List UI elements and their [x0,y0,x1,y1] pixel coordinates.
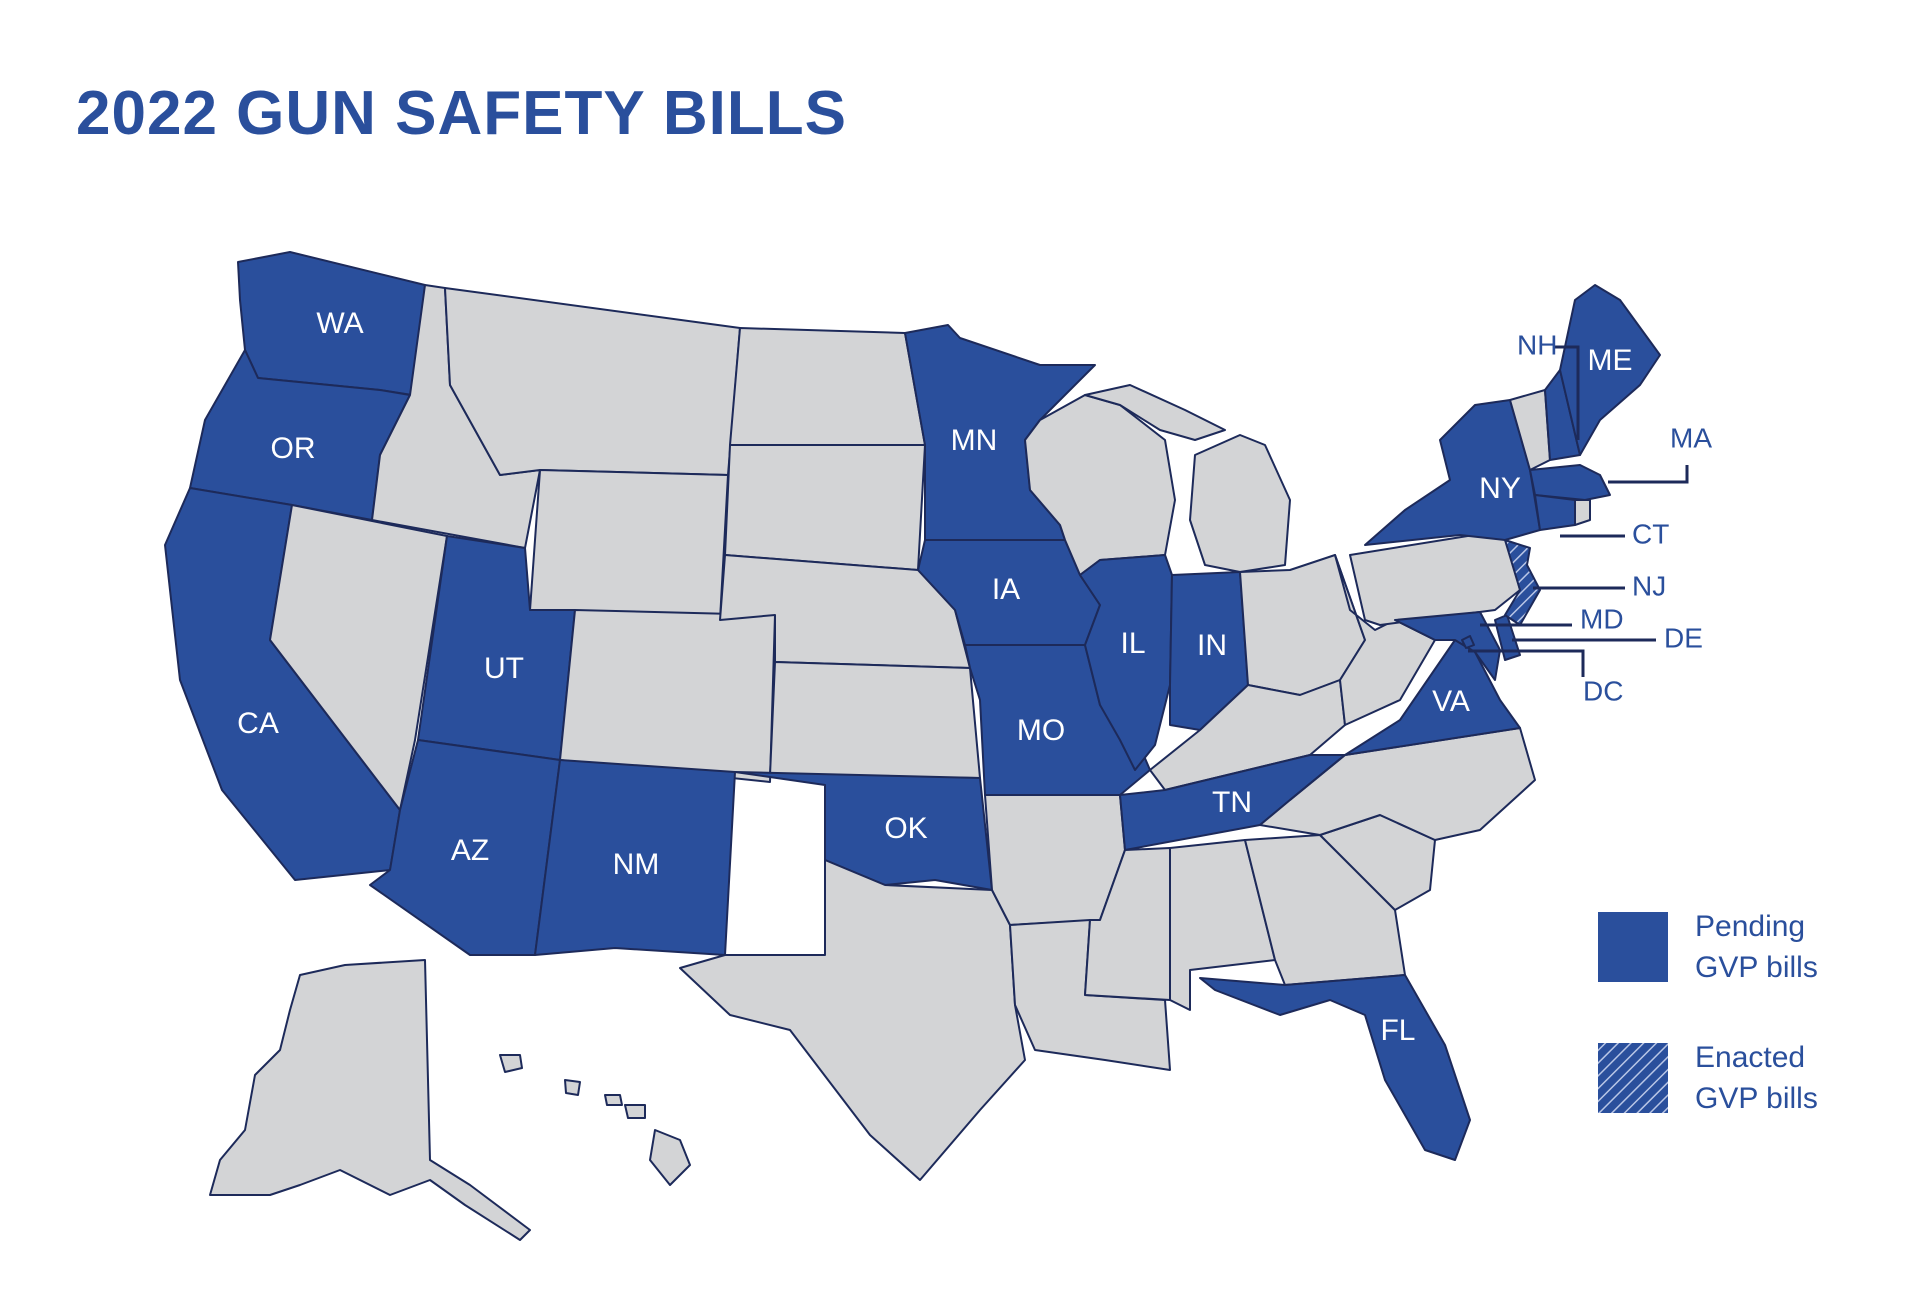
label-IL: IL [1120,627,1145,660]
legend-swatch-enacted [1598,1043,1668,1113]
callout-label-MD: MD [1580,603,1624,634]
state-HI-4 [624,1104,646,1119]
state-HI-1 [499,1054,523,1073]
state-RI[interactable] [1574,499,1591,526]
label-TN: TN [1212,786,1252,819]
state-HI-3 [604,1094,623,1106]
state-MA[interactable] [1529,464,1611,501]
legend-enacted-line1: Enacted [1695,1041,1806,1074]
callout-label-NH: NH [1517,329,1557,360]
label-AZ: AZ [451,834,489,867]
state-NV[interactable] [269,504,448,811]
callout-line-MA [1608,465,1689,484]
state-OK[interactable] [734,771,993,891]
legend-swatch-pending [1598,912,1668,982]
state-NJ[interactable] [1504,539,1541,626]
callout-label-DE: DE [1664,622,1703,653]
callout-line-NH [1553,345,1580,440]
state-WY[interactable] [529,469,729,621]
label-CA: CA [237,707,279,740]
legend-pending-line1: Pending [1695,910,1806,943]
label-UT: UT [484,652,524,685]
state-CT[interactable] [1534,494,1576,531]
state-KS[interactable] [769,661,981,779]
label-IA: IA [992,573,1020,606]
map-title: 2022 GUN SAFETY BILLS [76,79,847,148]
callout-label-MA: MA [1670,422,1712,453]
label-MN: MN [951,424,998,457]
legend-enacted-line2: GVP bills [1695,1082,1818,1115]
label-ME: ME [1588,344,1633,377]
state-MI-up[interactable] [1084,384,1226,441]
state-ND[interactable] [729,327,926,446]
state-NM[interactable] [534,759,736,956]
state-FL[interactable] [1199,974,1471,1161]
label-OK: OK [884,812,927,845]
state-SD[interactable] [724,444,926,571]
state-IL[interactable] [1079,554,1173,771]
legend-pending: Pending GVP bills [1695,906,1818,988]
label-VA: VA [1432,685,1470,718]
state-ME[interactable] [1559,284,1661,456]
state-MT[interactable] [444,287,741,476]
label-NM: NM [613,848,660,881]
label-FL: FL [1380,1014,1415,1047]
state-DC[interactable] [1461,635,1475,649]
legend-enacted: Enacted GVP bills [1695,1037,1818,1119]
state-WV[interactable] [1334,554,1436,726]
state-MI[interactable] [1189,434,1291,573]
label-OR: OR [271,432,316,465]
label-IN: IN [1197,629,1227,662]
state-MD[interactable] [1394,611,1501,681]
state-HI-5 [649,1129,691,1186]
callout-label-NJ: NJ [1632,570,1666,601]
callout-label-DC: DC [1583,675,1623,706]
state-HI-2 [564,1079,581,1096]
callout-label-CT: CT [1632,518,1669,549]
state-AK [209,959,531,1241]
state-TX[interactable] [679,859,1026,1181]
label-WA: WA [316,307,363,340]
state-CO[interactable] [559,609,776,783]
label-MO: MO [1017,714,1065,747]
callout-line-DC [1468,649,1585,677]
label-NY: NY [1479,472,1521,505]
legend-pending-line2: GVP bills [1695,951,1818,984]
state-AR[interactable] [984,794,1126,926]
